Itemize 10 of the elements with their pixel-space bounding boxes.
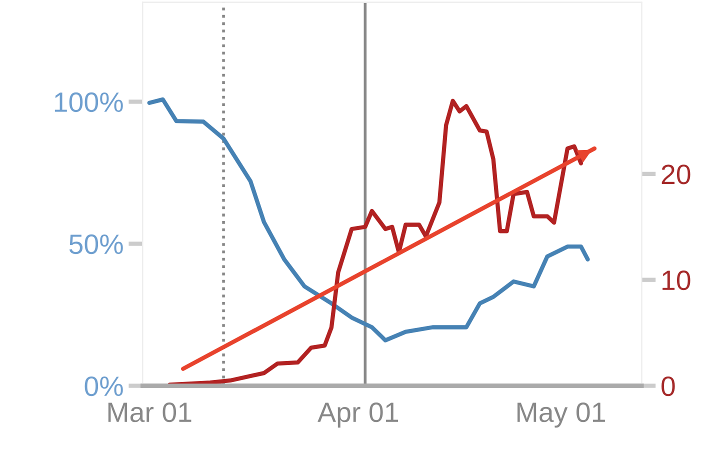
- y-tick-label: 100%: [54, 92, 123, 112]
- y2-tick-label: 10: [662, 270, 690, 290]
- x-tick-label: Mar 01: [108, 402, 192, 422]
- y2-tick-label: 20: [662, 164, 690, 184]
- line-series: [147, 97, 590, 342]
- x-tick-label: May 01: [518, 402, 605, 428]
- y-tick-label: 50%: [69, 234, 123, 254]
- y2-tick-label: 0: [662, 376, 675, 396]
- y-tick-label: 0%: [84, 376, 123, 396]
- x-tick-label: Apr 01: [318, 402, 398, 428]
